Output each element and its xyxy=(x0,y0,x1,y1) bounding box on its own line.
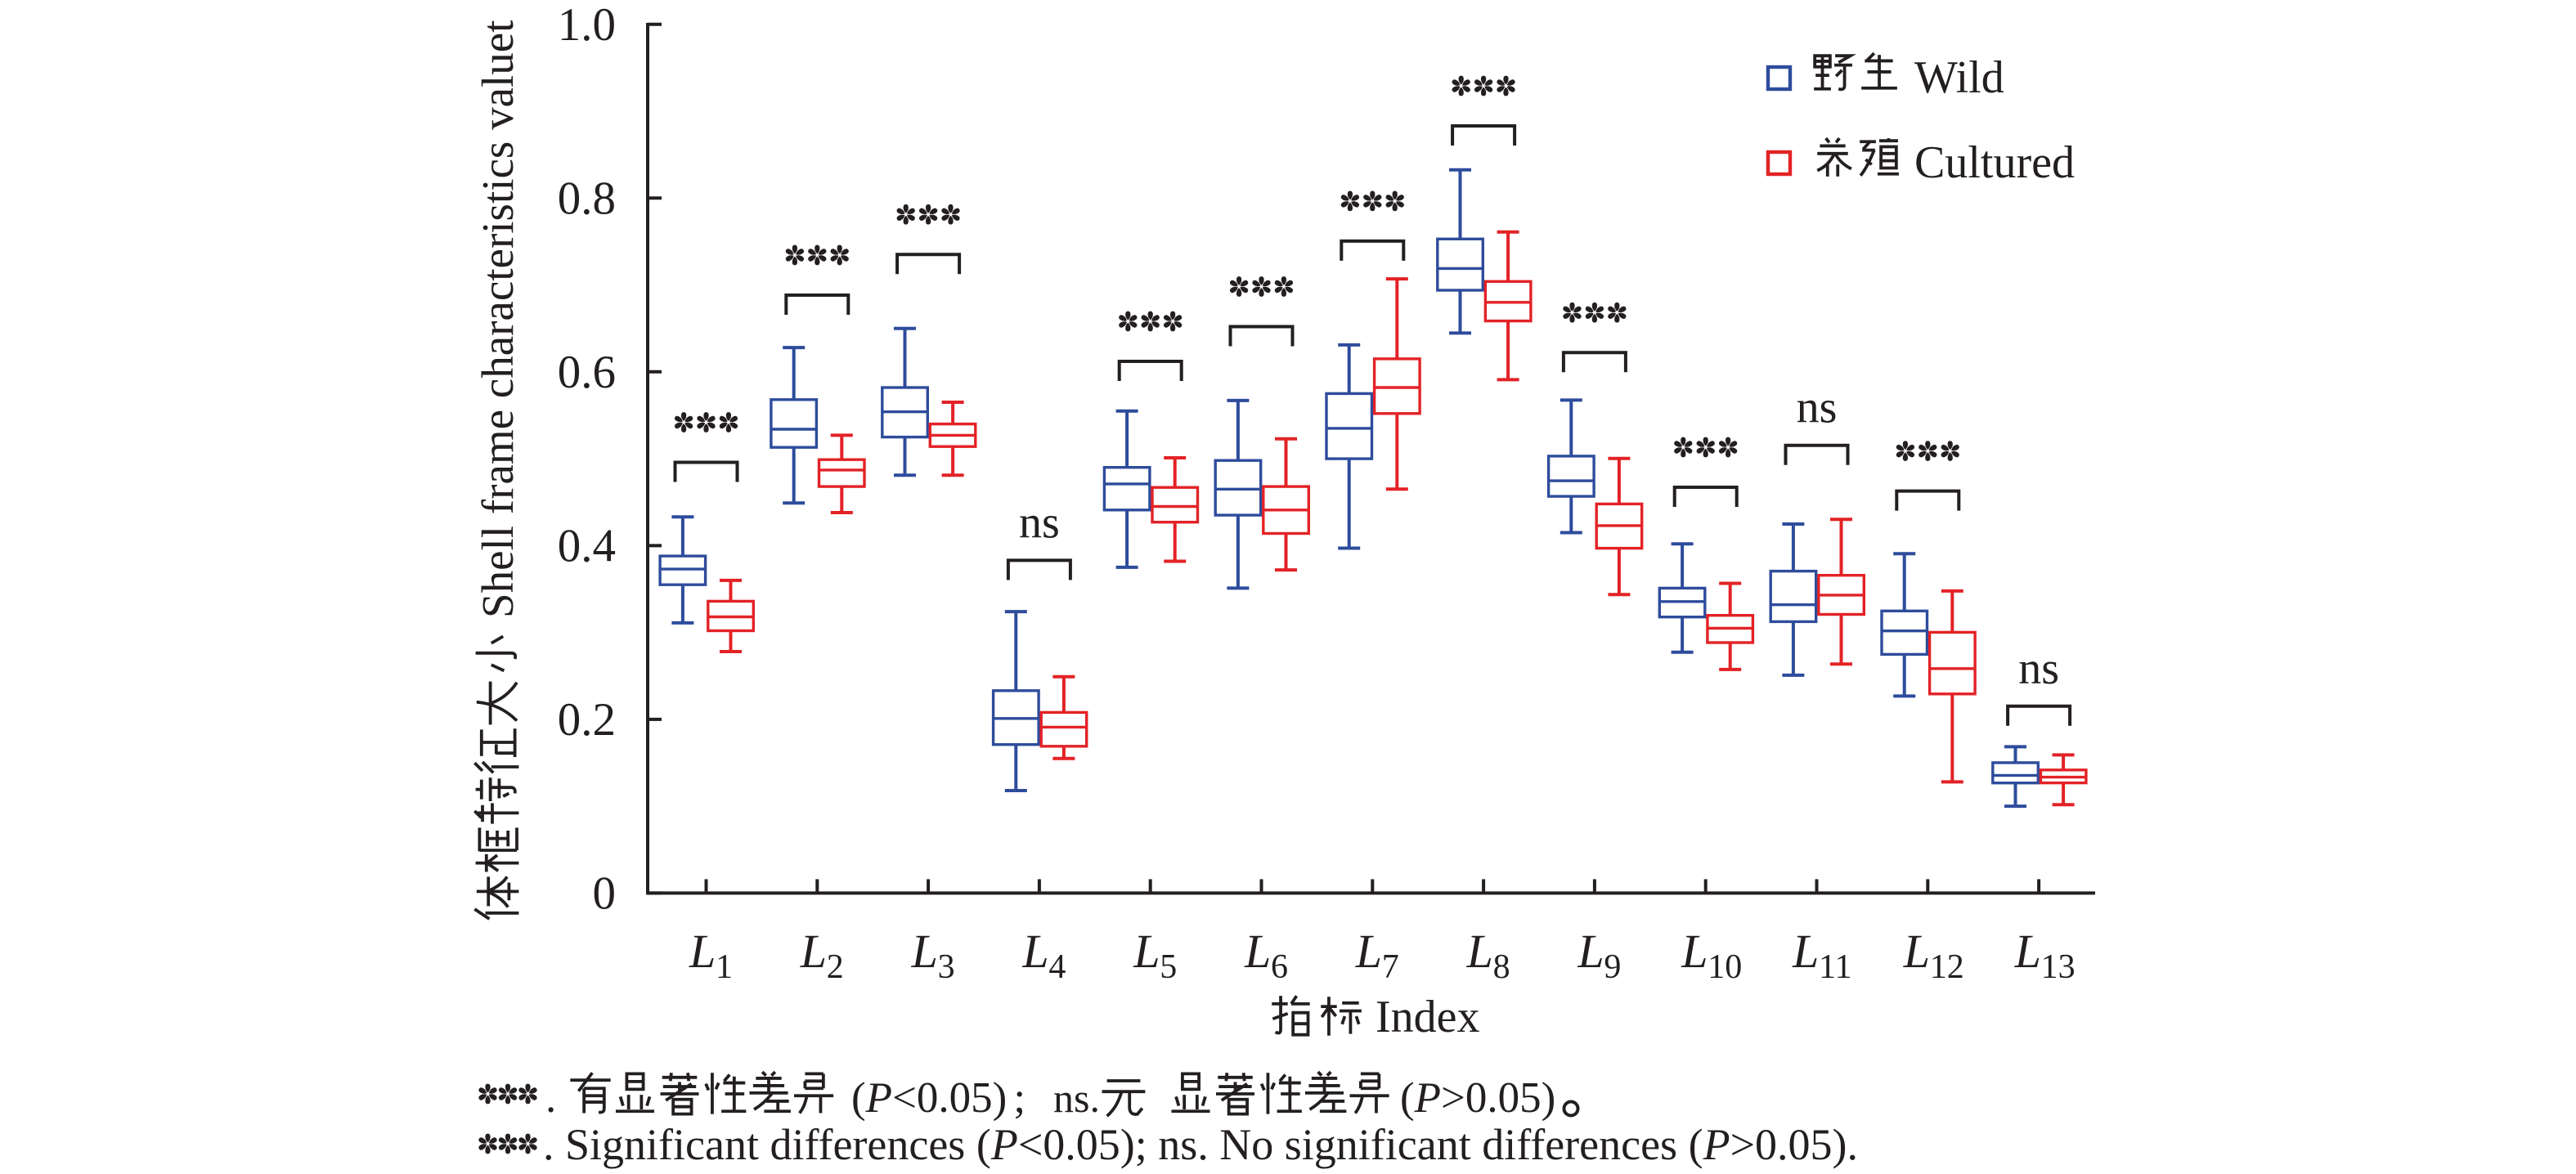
svg-text:(P>0.05): (P>0.05) xyxy=(1400,1074,1555,1122)
svg-text:4: 4 xyxy=(1048,948,1066,986)
svg-text:L: L xyxy=(1133,925,1160,978)
svg-text:L: L xyxy=(1903,925,1930,978)
svg-text:L: L xyxy=(1466,925,1493,978)
svg-text:1: 1 xyxy=(716,948,733,986)
svg-text:. Significant differences (P<0: . Significant differences (P<0.05); ns. … xyxy=(543,1120,1858,1169)
svg-text:0.2: 0.2 xyxy=(558,694,616,746)
svg-text:L: L xyxy=(1021,925,1048,978)
svg-text:L: L xyxy=(2014,925,2041,978)
svg-text:6: 6 xyxy=(1271,948,1288,986)
svg-text:9: 9 xyxy=(1604,948,1621,986)
svg-text:Wild: Wild xyxy=(1914,52,2004,103)
svg-text:ns: ns xyxy=(2018,643,2059,694)
svg-text:12: 12 xyxy=(1930,948,1964,986)
svg-text:L: L xyxy=(1355,925,1382,978)
svg-text:Cultured: Cultured xyxy=(1914,137,2075,188)
svg-text:Shell frame characteristics va: Shell frame characteristics valuet xyxy=(473,20,523,618)
svg-text:L: L xyxy=(1577,925,1604,978)
svg-text:.: . xyxy=(545,1074,556,1122)
svg-text:L: L xyxy=(1792,925,1819,978)
svg-text:2: 2 xyxy=(827,948,844,986)
svg-text:13: 13 xyxy=(2041,948,2076,986)
svg-text:8: 8 xyxy=(1493,948,1510,986)
svg-text:L: L xyxy=(1244,925,1271,978)
svg-text:0.6: 0.6 xyxy=(558,347,616,398)
svg-text:(P<0.05);: (P<0.05); xyxy=(851,1074,1025,1122)
svg-text:0.8: 0.8 xyxy=(558,173,616,224)
svg-text:L: L xyxy=(689,925,716,978)
svg-text:L: L xyxy=(1681,925,1708,978)
svg-text:10: 10 xyxy=(1708,948,1742,986)
svg-text:11: 11 xyxy=(1819,948,1851,986)
svg-text:Index: Index xyxy=(1376,992,1480,1042)
svg-text:5: 5 xyxy=(1160,948,1177,986)
svg-text:ns: ns xyxy=(1019,497,1060,548)
svg-text:L: L xyxy=(800,925,827,978)
svg-text:3: 3 xyxy=(938,948,955,986)
svg-text:0: 0 xyxy=(593,867,617,919)
svg-text:ns.: ns. xyxy=(1053,1075,1100,1121)
svg-text:ns: ns xyxy=(1797,383,1838,433)
svg-text:L: L xyxy=(911,925,938,978)
svg-text:1.0: 1.0 xyxy=(558,0,616,51)
svg-text:7: 7 xyxy=(1382,948,1399,986)
svg-text:0.4: 0.4 xyxy=(558,520,616,571)
